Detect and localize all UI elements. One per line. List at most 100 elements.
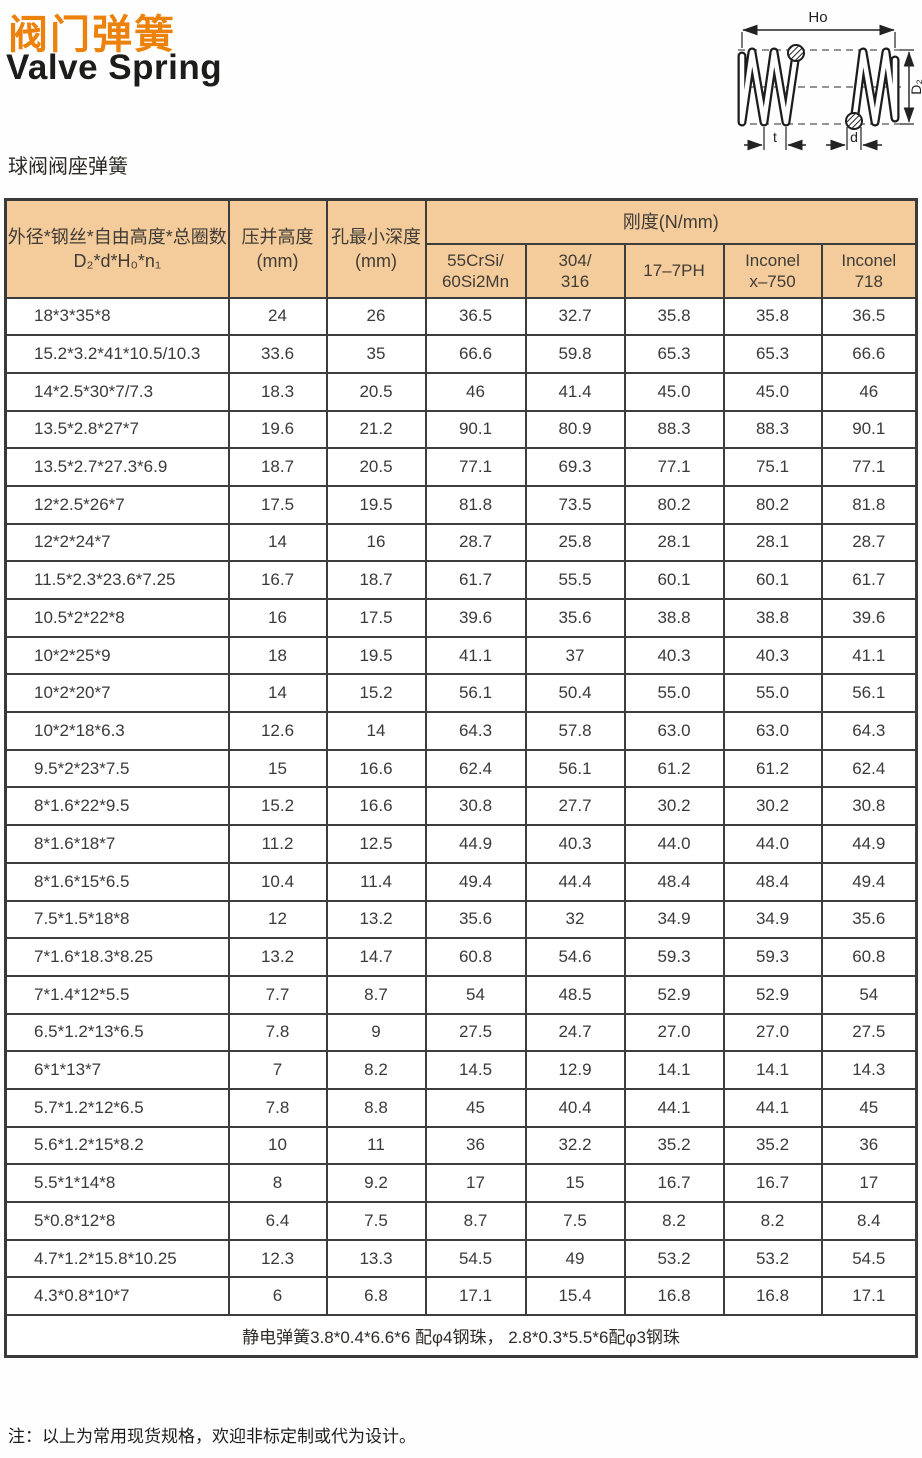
stiffness-cell: 8.7 <box>424 1201 527 1241</box>
stiffness-cell: 17.1 <box>424 1276 527 1317</box>
stiffness-cell: 80.2 <box>722 484 823 525</box>
table-row: 13.5*2.8*27*7 19.6 21.2 90.1 80.9 88.3 88.3 90.… <box>4 409 918 450</box>
stiffness-cell: 49.4 <box>424 861 527 902</box>
stiffness-cell: 24 <box>227 296 328 337</box>
spring-diagram-drawing: Ho D₂ <box>737 9 922 151</box>
stiffness-cell: 11.2 <box>227 824 328 864</box>
stiffness-cell: 10.4 <box>227 861 328 902</box>
stiffness-cell: 30.8 <box>820 786 918 827</box>
stiffness-cell: 44.0 <box>623 824 725 864</box>
wire-section-left <box>787 44 805 62</box>
stiffness-cell: 17.5 <box>227 484 328 525</box>
stiffness-cell: 65.3 <box>722 334 823 374</box>
stiffness-cell: 56.1 <box>524 748 626 789</box>
spec-cell: 5.7*1.2*12*6.5 <box>4 1087 230 1128</box>
stiffness-cell: 36.5 <box>820 296 918 337</box>
stiffness-cell: 54.6 <box>524 937 626 977</box>
spec-cell: 13.5*2.7*27.3*6.9 <box>4 447 230 487</box>
d2-label: D₂ <box>908 79 922 95</box>
stiffness-cell: 15.2 <box>227 786 328 827</box>
stiffness-cell: 60.8 <box>820 937 918 977</box>
stiffness-cell: 15 <box>524 1163 626 1203</box>
stiffness-cell: 8.2 <box>623 1201 725 1241</box>
stiffness-cell: 40.3 <box>722 635 823 676</box>
stiffness-cell: 28.7 <box>820 522 918 563</box>
spec-cell: 5.6*1.2*15*8.2 <box>4 1125 230 1166</box>
table-row: 12*2*24*7 14 16 28.7 25.8 28.1 28.1 28.7 <box>4 522 918 563</box>
table-row: 4.3*0.8*10*7 6 6.8 17.1 15.4 16.8 16.8 17.1 <box>4 1276 918 1317</box>
stiffness-cell: 18.3 <box>227 371 328 412</box>
stiffness-cell: 7 <box>227 1050 328 1090</box>
stiffness-cell: 48.4 <box>722 861 823 902</box>
table-row: 8*1.6*22*9.5 15.2 16.6 30.8 27.7 30.2 30.2 30.8 <box>4 786 918 827</box>
stiffness-cell: 80.9 <box>524 409 626 450</box>
stiffness-cell: 17 <box>424 1163 527 1203</box>
stiffness-cell: 25.8 <box>524 522 626 563</box>
footer-row: 静电弹簧3.8*0.4*6.6*6 配φ4钢珠， 2.8*0.3*5.5*6配φ… <box>4 1314 918 1358</box>
header-material: Inconel x–750 <box>722 242 823 299</box>
stiffness-cell: 6.8 <box>325 1276 427 1317</box>
stiffness-cell: 37 <box>524 635 626 676</box>
header-material: 55CrSi/60Si2Mn <box>424 242 527 299</box>
spec-cell: 8*1.6*22*9.5 <box>4 786 230 827</box>
stiffness-cell: 65.3 <box>623 334 725 374</box>
stiffness-cell: 66.6 <box>424 334 527 374</box>
stiffness-cell: 16.7 <box>227 560 328 600</box>
stiffness-cell: 11 <box>325 1125 427 1166</box>
stiffness-cell: 32.2 <box>524 1125 626 1166</box>
table-row: 15.2*3.2*41*10.5/10.3 33.6 35 66.6 59.8 65.3 6… <box>4 334 918 374</box>
spec-cell: 7.5*1.5*18*8 <box>4 899 230 940</box>
stiffness-cell: 14.3 <box>820 1050 918 1090</box>
stiffness-cell: 77.1 <box>623 447 725 487</box>
stiffness-cell: 30.8 <box>424 786 527 827</box>
stiffness-cell: 49.4 <box>820 861 918 902</box>
stiffness-cell: 41.1 <box>820 635 918 676</box>
stiffness-cell: 60.8 <box>424 937 527 977</box>
stiffness-cell: 14 <box>325 711 427 751</box>
spec-cell: 14*2.5*30*7/7.3 <box>4 371 230 412</box>
ho-dimension: Ho <box>741 9 896 48</box>
table-row: 12*2.5*26*7 17.5 19.5 81.8 73.5 80.2 80.2 81.8 <box>4 484 918 525</box>
spec-cell: 12*2.5*26*7 <box>4 484 230 525</box>
stiffness-cell: 28.1 <box>722 522 823 563</box>
spring-diagram: Ho D₂ <box>702 6 922 158</box>
stiffness-cell: 60.1 <box>722 560 823 600</box>
spec-cell: 15.2*3.2*41*10.5/10.3 <box>4 334 230 374</box>
spec-cell: 12*2*24*7 <box>4 522 230 563</box>
stiffness-cell: 33.6 <box>227 334 328 374</box>
stiffness-cell: 19.6 <box>227 409 328 450</box>
stiffness-cell: 35.8 <box>623 296 725 337</box>
table-row: 7.5*1.5*18*8 12 13.2 35.6 32 34.9 34.9 35.6 <box>4 899 918 940</box>
stiffness-cell: 55.5 <box>524 560 626 600</box>
stiffness-cell: 54 <box>424 974 527 1015</box>
stiffness-cell: 63.0 <box>722 711 823 751</box>
stiffness-cell: 90.1 <box>424 409 527 450</box>
stiffness-cell: 12.5 <box>325 824 427 864</box>
table-row: 10*2*25*9 18 19.5 41.1 37 40.3 40.3 41.1 <box>4 635 918 676</box>
stiffness-cell: 81.8 <box>424 484 527 525</box>
stiffness-cell: 38.8 <box>623 598 725 638</box>
table-row: 8*1.6*18*7 11.2 12.5 44.9 40.3 44.0 44.0 44.9 <box>4 824 918 864</box>
table-row: 10*2*20*7 14 15.2 56.1 50.4 55.0 55.0 56.1 <box>4 673 918 714</box>
bottom-note: 注：以上为常用现货规格，欢迎非标定制或代为设计。 <box>8 1427 416 1446</box>
stiffness-cell: 30.2 <box>623 786 725 827</box>
stiffness-cell: 46 <box>424 371 527 412</box>
stiffness-cell: 54.5 <box>424 1238 527 1279</box>
stiffness-cell: 7.5 <box>524 1201 626 1241</box>
stiffness-cell: 13.2 <box>325 899 427 940</box>
stiffness-cell: 16.7 <box>623 1163 725 1203</box>
stiffness-cell: 39.6 <box>424 598 527 638</box>
spec-cell: 9.5*2*23*7.5 <box>4 748 230 789</box>
stiffness-cell: 18.7 <box>325 560 427 600</box>
stiffness-cell: 27.0 <box>623 1012 725 1053</box>
spec-cell: 4.7*1.2*15.8*10.25 <box>4 1238 230 1279</box>
table-row: 14*2.5*30*7/7.3 18.3 20.5 46 41.4 45.0 45.0 46 <box>4 371 918 412</box>
stiffness-cell: 20.5 <box>325 447 427 487</box>
header-material: 304/316 <box>524 242 626 299</box>
stiffness-cell: 35 <box>325 334 427 374</box>
spec-cell: 8*1.6*15*6.5 <box>4 861 230 902</box>
stiffness-cell: 54 <box>820 974 918 1015</box>
spec-cell: 10*2*25*9 <box>4 635 230 676</box>
stiffness-cell: 32.7 <box>524 296 626 337</box>
